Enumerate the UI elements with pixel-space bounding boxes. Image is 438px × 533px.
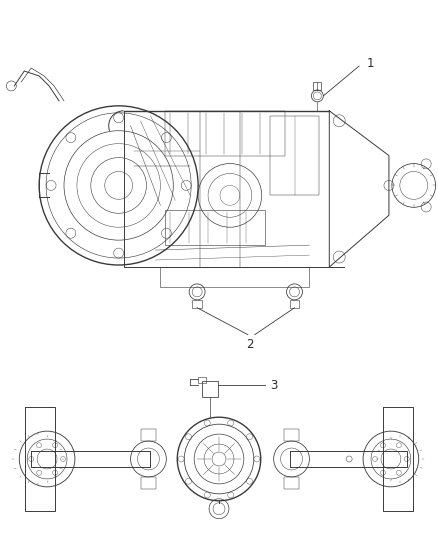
Bar bbox=[283, 429, 300, 441]
Bar bbox=[141, 477, 156, 489]
Text: 2: 2 bbox=[246, 338, 254, 351]
Bar bbox=[192, 300, 202, 308]
Bar bbox=[165, 211, 265, 245]
Bar bbox=[270, 116, 319, 196]
Bar bbox=[314, 82, 321, 90]
Bar bbox=[165, 111, 285, 156]
Bar bbox=[141, 429, 156, 441]
Bar bbox=[202, 382, 218, 397]
Bar bbox=[283, 477, 300, 489]
Text: 1: 1 bbox=[367, 56, 374, 70]
Bar bbox=[290, 300, 300, 308]
Bar bbox=[198, 377, 206, 383]
Text: 3: 3 bbox=[270, 379, 277, 392]
